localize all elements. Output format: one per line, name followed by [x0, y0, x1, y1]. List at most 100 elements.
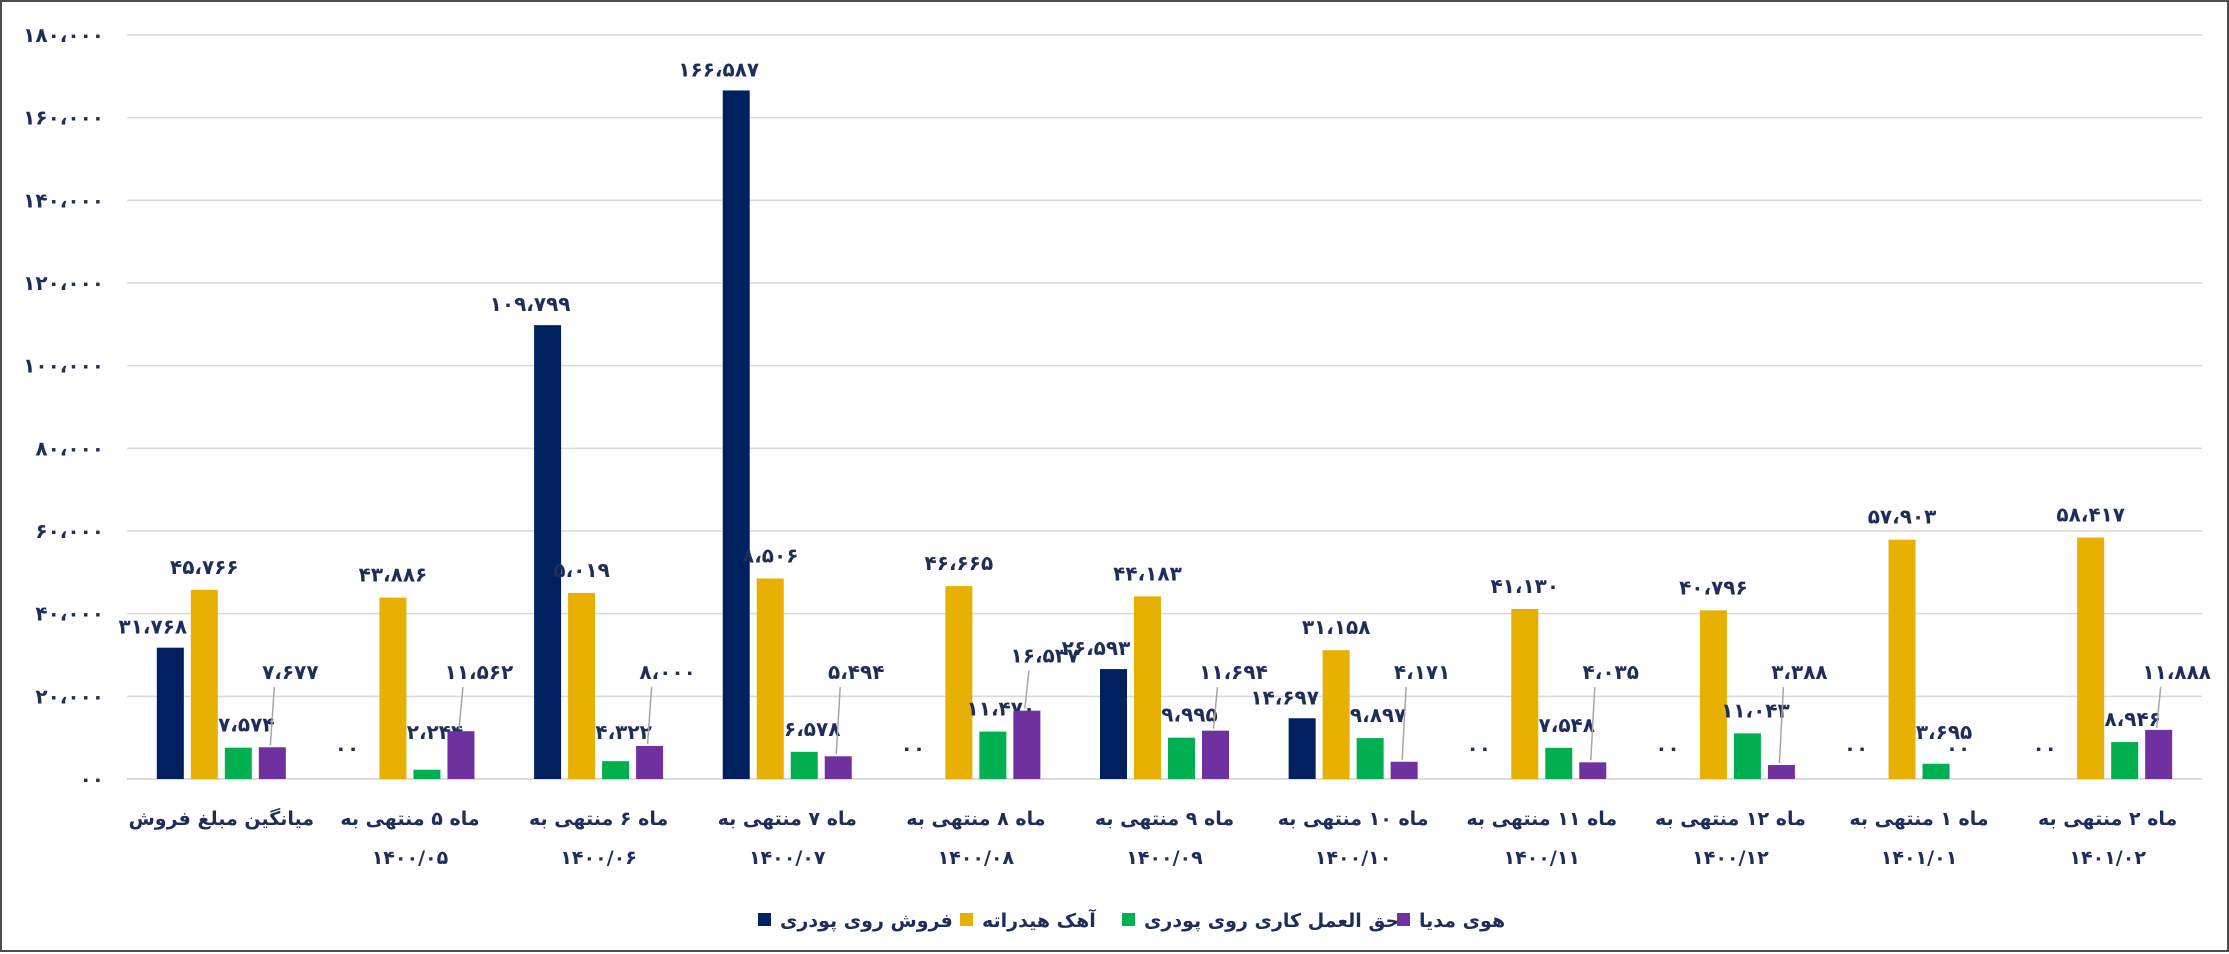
data-label: ۷،۵۴۸ [1539, 713, 1595, 737]
y-tick-label: ۱۰۰،۰۰۰ [23, 354, 104, 378]
label-leader-line [835, 686, 841, 755]
bar [1579, 762, 1607, 779]
label-leader-line [269, 686, 276, 746]
bar [413, 769, 441, 779]
data-label: ۱۱،۶۹۴ [1199, 660, 1268, 684]
category-label: ماه ۱ منتهی به [1849, 808, 1988, 830]
data-label: ۰۰ [2032, 736, 2056, 760]
bar [1100, 669, 1127, 779]
bar [447, 731, 475, 779]
category-label: ماه ۸ منتهی به [906, 808, 1045, 830]
bar [1699, 610, 1727, 779]
legend-swatch [1397, 913, 1410, 926]
data-label: ۳۱،۱۵۸ [1302, 615, 1371, 639]
bar [824, 756, 852, 779]
bar [636, 745, 664, 779]
category-label: ماه ۱۱ منتهی به [1466, 808, 1617, 830]
category-label: ماه ۱۰ منتهی به [1278, 808, 1429, 830]
bar [1168, 737, 1195, 779]
data-label: ۸،۰۰۰ [639, 660, 695, 684]
category-date-label: ۱۴۰۰/۰۷ [749, 847, 826, 869]
category-date-label: ۱۴۰۱/۰۲ [2069, 847, 2146, 869]
bar [1288, 718, 1316, 779]
data-label: ۱۴،۶۹۷ [1250, 685, 1319, 709]
y-tick-label: ۶۰،۰۰۰ [35, 519, 104, 543]
data-label: ۱۶،۵۳۷ [1011, 644, 1080, 668]
bar [190, 589, 218, 779]
category-label: ماه ۱۲ منتهی به [1655, 808, 1806, 830]
legend-label: هوی مدیا [1419, 910, 1505, 932]
data-label: ۰۰ [1946, 736, 1970, 760]
data-label: ۳،۶۹۵ [1916, 720, 1972, 744]
category-date-label: ۱۴۰۰/۱۱ [1504, 847, 1581, 869]
legend-label: آهک هیدراته [982, 908, 1096, 932]
label-leader-line [1778, 686, 1785, 764]
y-tick-label: ۴۰،۰۰۰ [35, 602, 104, 626]
data-label: ۴،۳۲۲ [595, 720, 651, 744]
label-leader-line [2155, 686, 2162, 728]
data-label: ۴۰،۷۹۶ [1679, 575, 1748, 599]
bar [722, 90, 750, 779]
bar [156, 647, 184, 779]
bar [602, 761, 630, 779]
data-label: ۷،۵۷۴ [218, 713, 274, 737]
data-label: ۵۸،۴۱۷ [2056, 503, 2125, 527]
y-tick-label: ۱۴۰،۰۰۰ [23, 188, 104, 212]
y-tick-label: ۱۶۰،۰۰۰ [23, 106, 104, 130]
label-leader-line [1024, 670, 1030, 709]
bar [2111, 742, 2139, 779]
data-label: ۸،۵۰۶ [742, 544, 798, 568]
data-label: ۱۰۹،۷۹۹ [490, 292, 571, 316]
category-date-label: ۱۴۰۰/۰۵ [372, 847, 449, 869]
data-label: ۰۰ [901, 736, 925, 760]
category-label: ماه ۷ منتهی به [718, 808, 857, 830]
data-label: ۴۴،۱۸۳ [1113, 561, 1182, 585]
bar [790, 751, 818, 779]
data-label: ۷،۶۷۷ [262, 660, 318, 684]
category-label: ماه ۲ منتهی به [2038, 808, 2177, 830]
bar [979, 731, 1007, 779]
category-date-label: ۱۴۰۰/۰۸ [938, 847, 1015, 869]
bar [258, 747, 286, 779]
category-date-label: ۱۴۰۰/۰۶ [560, 847, 637, 869]
category-date-label: ۱۴۰۰/۰۹ [1126, 847, 1203, 869]
bar [1922, 763, 1950, 779]
category-label: ماه ۵ منتهی به [340, 808, 479, 830]
bar [1390, 761, 1418, 779]
bar [224, 747, 252, 779]
data-label: ۳،۳۸۸ [1771, 660, 1827, 684]
data-label: ۱۶۶،۵۸۷ [678, 57, 759, 81]
bar [756, 578, 784, 779]
data-label: ۰۰ [335, 736, 359, 760]
bar [1202, 730, 1229, 779]
bar [945, 586, 973, 779]
bar [1733, 733, 1761, 779]
y-tick-label: ۲۰،۰۰۰ [35, 684, 104, 708]
bar [2077, 537, 2105, 779]
category-label: میانگین مبلغ فروش [129, 807, 314, 830]
bar [1545, 747, 1573, 779]
data-label: ۰۰ [1467, 736, 1491, 760]
category-label: ماه ۹ منتهی به [1095, 808, 1234, 830]
label-leader-line [1212, 686, 1219, 729]
y-tick-label: ۱۸۰،۰۰۰ [23, 23, 104, 47]
bar [534, 325, 562, 779]
legend-label: حق العمل کاری روی پودری [1144, 910, 1399, 932]
bar [379, 597, 407, 779]
data-label: ۴۶،۶۶۵ [925, 551, 994, 575]
data-label: ۵۷،۹۰۳ [1868, 505, 1937, 529]
bar [1013, 710, 1041, 779]
data-label: ۵،۴۹۴ [828, 660, 884, 684]
data-label: ۴،۱۷۱ [1394, 660, 1450, 684]
label-leader-line [1590, 686, 1596, 761]
data-label: ۹،۹۹۵ [1161, 703, 1217, 727]
y-tick-label: ۱۲۰،۰۰۰ [23, 271, 104, 295]
legend-swatch [758, 913, 771, 926]
data-label: ۲۶،۵۹۳ [1062, 636, 1131, 660]
category-date-label: ۱۴۰۱/۰۱ [1881, 847, 1958, 869]
label-leader-line [646, 686, 653, 744]
bar [568, 592, 596, 779]
data-label: ۴۳،۸۸۶ [359, 563, 428, 587]
